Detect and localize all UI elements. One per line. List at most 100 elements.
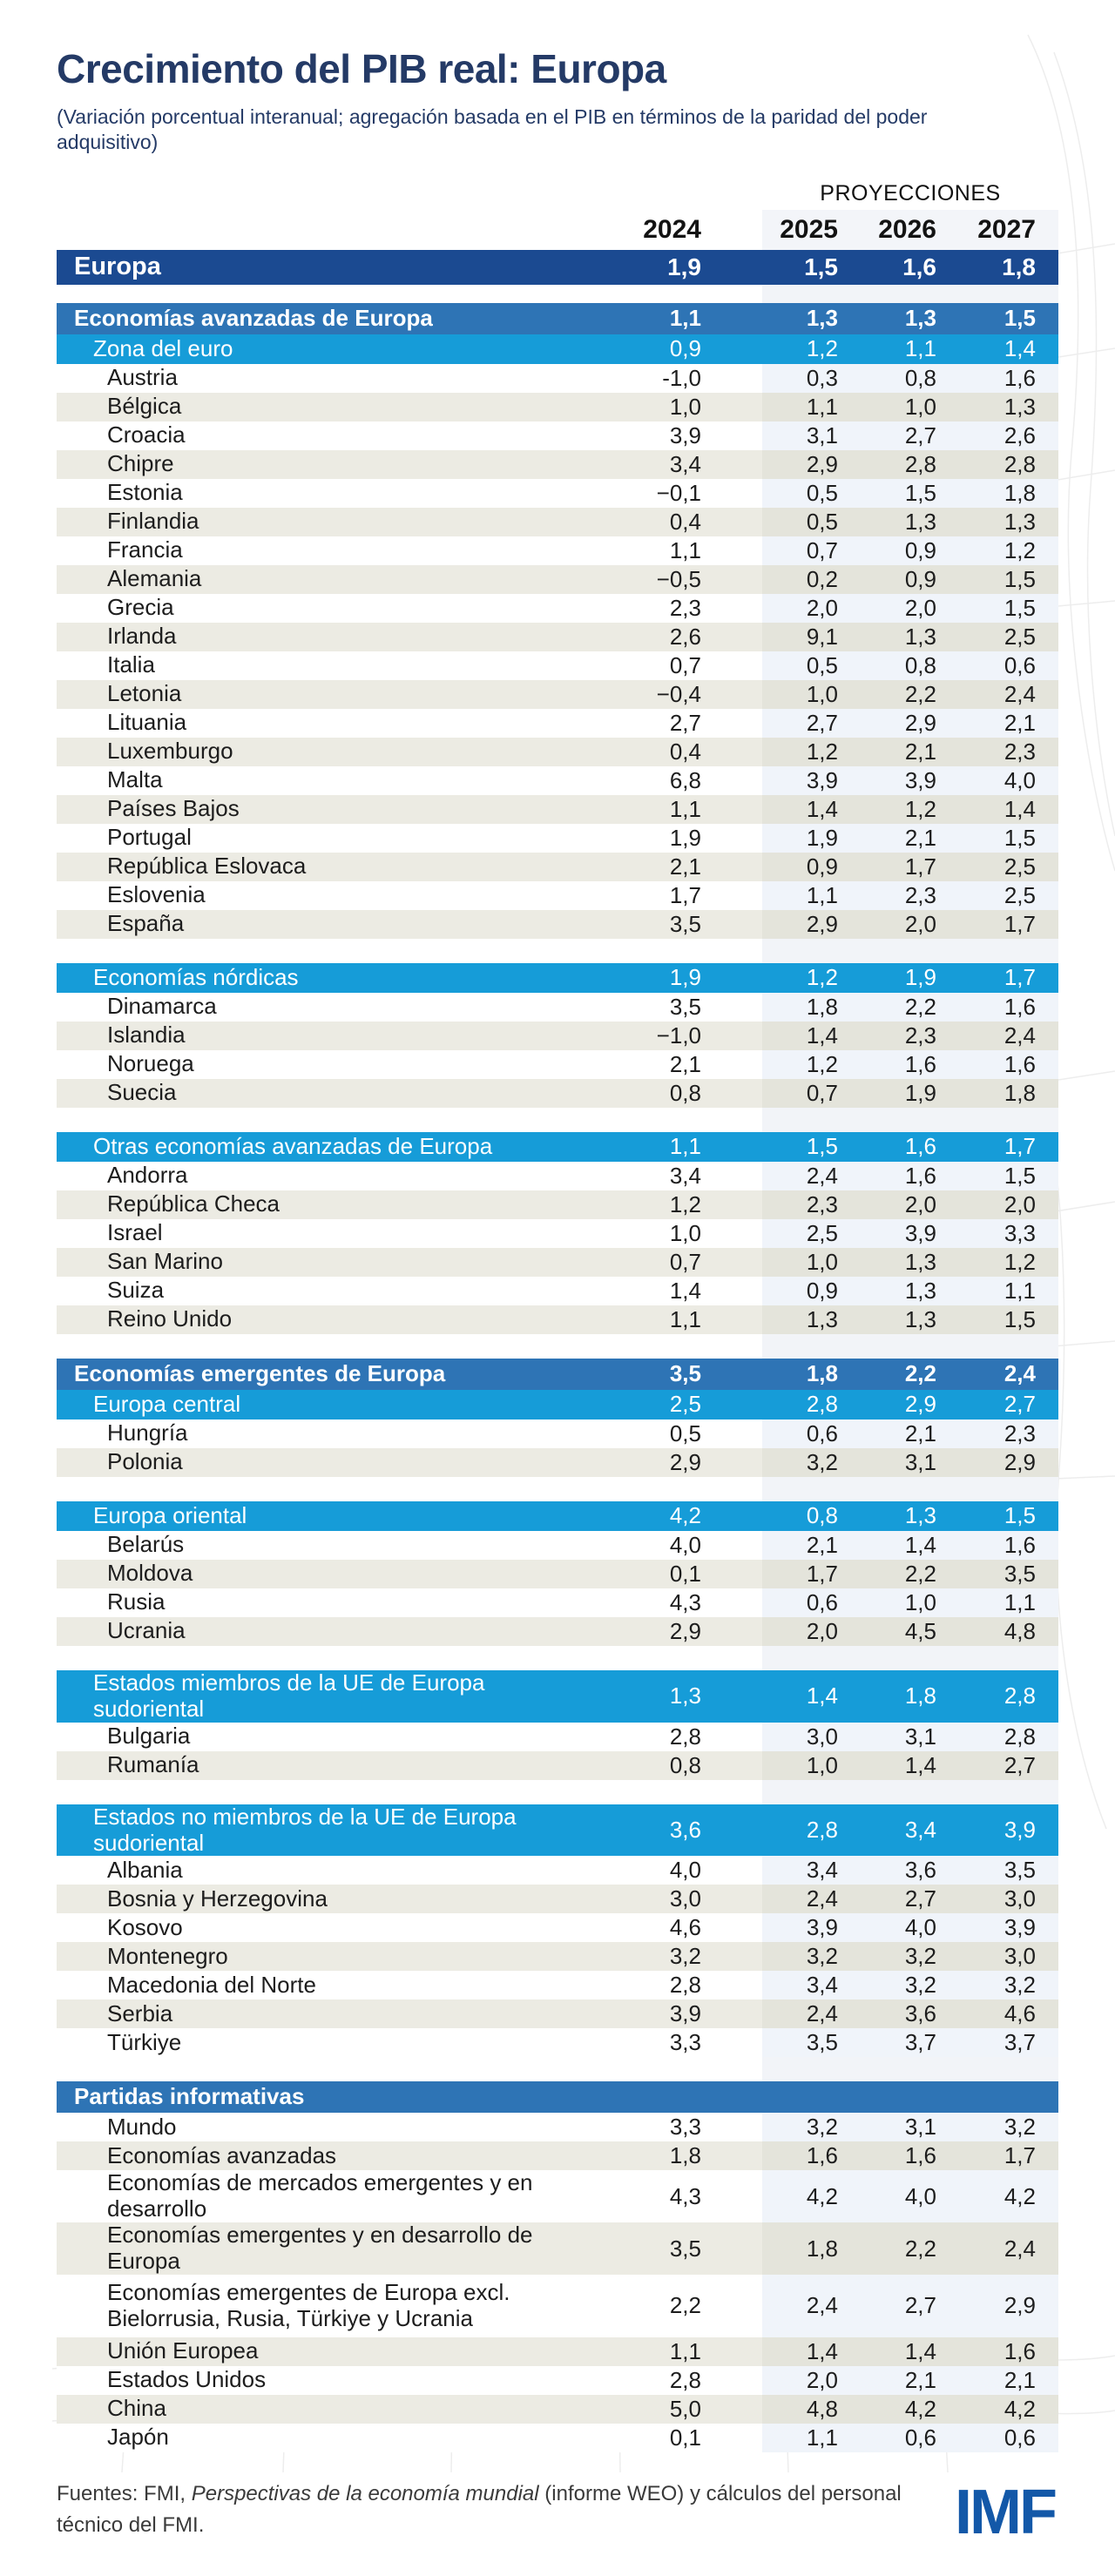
- row-label: Zona del euro: [93, 334, 233, 361]
- gap-cell: [597, 1108, 762, 1132]
- cell-2024: 0,4: [669, 738, 701, 765]
- cell-2026: 2,2: [861, 679, 959, 709]
- row-label: Moldova: [107, 1560, 193, 1587]
- row-label: Grecia: [107, 594, 174, 621]
- cell-2027: 0,6: [959, 2423, 1058, 2452]
- cell-2024: 0,9: [669, 335, 701, 362]
- cell-2026: 1,3: [904, 305, 936, 332]
- cell-2024: 2,7: [669, 709, 701, 736]
- gap-cell: [762, 2057, 861, 2082]
- cell-2027: 1,8: [1002, 253, 1036, 280]
- cell-2025: 3,2: [762, 1447, 861, 1477]
- table-row: Noruega 2,1 1,2 1,6 1,6: [57, 1049, 1058, 1079]
- row-label: China: [107, 2395, 166, 2422]
- table-row: Letonia −0,4 1,0 2,2 2,4: [57, 679, 1058, 709]
- cell-2025: 3,0: [762, 1722, 861, 1751]
- cell-2024: 6,8: [669, 766, 701, 793]
- cell-2027: 1,1: [959, 1588, 1058, 1617]
- cell-2027: 3,9: [1004, 1817, 1036, 1844]
- cell-2025: 2,4: [762, 2275, 861, 2337]
- cell-2024: 3,5: [669, 1360, 701, 1387]
- row-label: Otras economías avanzadas de Europa: [93, 1132, 493, 1159]
- table-row: Rusia 4,3 0,6 1,0 1,1: [57, 1588, 1058, 1617]
- gap-cell: [57, 1477, 597, 1501]
- gap-cell: [762, 1107, 861, 1132]
- table-row: Austria -1,0 0,3 0,8 1,6: [57, 363, 1058, 393]
- cell-2025: 2,4: [762, 1161, 861, 1190]
- cell-2026: 2,2: [861, 2222, 959, 2275]
- gap-cell: [57, 2057, 597, 2081]
- cell-2027: 2,7: [959, 1750, 1058, 1780]
- cell-2025: 1,6: [762, 2141, 861, 2171]
- gap-cell: [959, 2057, 1058, 2082]
- cell-2024: 4,3: [669, 1588, 701, 1615]
- table-row: Mundo 3,3 3,2 3,1 3,2: [57, 2113, 1058, 2142]
- table-row: Macedonia del Norte 2,8 3,4 3,2 3,2: [57, 1971, 1058, 2000]
- section-gap: [57, 1779, 1058, 1804]
- table-row: Croacia 3,9 3,1 2,7 2,6: [57, 421, 1058, 450]
- cell-2027: 1,5: [1004, 1502, 1036, 1529]
- cell-2025: 1,3: [806, 305, 838, 332]
- cell-2027: 1,6: [959, 2337, 1058, 2366]
- table-row: Lituania 2,7 2,7 2,9 2,1: [57, 708, 1058, 738]
- cell-2024: 2,3: [669, 594, 701, 621]
- cell-2025: 2,8: [806, 1817, 838, 1844]
- gap-cell: [597, 2057, 762, 2081]
- table-row: Albania 4,0 3,4 3,6 3,5: [57, 1856, 1058, 1885]
- cell-2026: 2,3: [861, 1021, 959, 1050]
- cell-2024: 2,5: [669, 1391, 701, 1418]
- row-label: Portugal: [107, 824, 192, 851]
- row-label: Luxemburgo: [107, 738, 233, 765]
- cell-2026: 2,2: [861, 1559, 959, 1588]
- cell-2024: 1,1: [669, 1133, 701, 1160]
- cell-2026: 1,4: [861, 1530, 959, 1560]
- cell-2024: 1,1: [669, 1305, 701, 1332]
- row-label: Reino Unido: [107, 1305, 233, 1332]
- cell-2024: 1,2: [669, 1190, 701, 1217]
- cell-2027: 1,6: [959, 992, 1058, 1022]
- cell-2027: 1,3: [959, 507, 1058, 536]
- cell-2026: 2,1: [861, 737, 959, 766]
- row-label: Europa: [74, 253, 161, 281]
- row-label: Montenegro: [107, 1942, 228, 1969]
- cell-2024: 1,9: [669, 824, 701, 851]
- cell-2026: 0,8: [861, 651, 959, 680]
- cell-2026: 2,0: [861, 593, 959, 623]
- cell-2026: 4,5: [861, 1616, 959, 1646]
- cell-2027: 2,7: [1004, 1391, 1036, 1418]
- cell-2025: 1,9: [762, 823, 861, 853]
- cell-2024: 0,4: [669, 508, 701, 535]
- cell-2024: 1,0: [669, 393, 701, 420]
- cell-2026: 1,3: [861, 1305, 959, 1334]
- table-row: Irlanda 2,6 9,1 1,3 2,5: [57, 622, 1058, 651]
- table-row: Eslovenia 1,7 1,1 2,3 2,5: [57, 880, 1058, 910]
- gdp-growth-table: PROYECCIONES 2024 2025 2026 2027 Europa 1…: [57, 179, 1058, 2452]
- section-header-row: Europa central 2,5 2,8 2,9 2,7: [57, 1389, 1058, 1419]
- cell-2024: 4,0: [669, 1857, 701, 1884]
- cell-2024: −1,0: [656, 1022, 701, 1049]
- cell-2027: 2,6: [959, 421, 1058, 450]
- cell-2025: 1,2: [762, 737, 861, 766]
- table-row: Andorra 3,4 2,4 1,6 1,5: [57, 1161, 1058, 1190]
- cell-2027: 2,9: [959, 2275, 1058, 2337]
- cell-2025: 0,5: [762, 478, 861, 508]
- section-header-row: Economías emergentes de Europa 3,5 1,8 2,2 2…: [57, 1358, 1058, 1390]
- cell-2027: 3,5: [959, 1856, 1058, 1885]
- section-header-row: Estados no miembros de la UE de Europa s…: [57, 1804, 1058, 1857]
- row-label: Estados miembros de la UE de Europa sudo…: [93, 1669, 485, 1722]
- row-label: Chipre: [107, 450, 174, 477]
- cell-2026: 3,1: [861, 1447, 959, 1477]
- cell-2027: 2,4: [959, 1021, 1058, 1050]
- cell-2026: 3,2: [861, 1971, 959, 2000]
- cell-2025: 1,0: [762, 1247, 861, 1277]
- cell-2026: 1,3: [904, 1502, 936, 1529]
- cell-2025: 1,0: [762, 679, 861, 709]
- cell-2027: 4,0: [959, 765, 1058, 795]
- cell-2026: 2,0: [861, 1190, 959, 1219]
- cell-2024: 1,7: [669, 881, 701, 908]
- cell-2024: 3,5: [669, 910, 701, 937]
- section-header-row: Estados miembros de la UE de Europa sudo…: [57, 1669, 1058, 1723]
- cell-2026: 1,2: [861, 794, 959, 824]
- table-row: San Marino 0,7 1,0 1,3 1,2: [57, 1247, 1058, 1277]
- gap-cell: [597, 1646, 762, 1670]
